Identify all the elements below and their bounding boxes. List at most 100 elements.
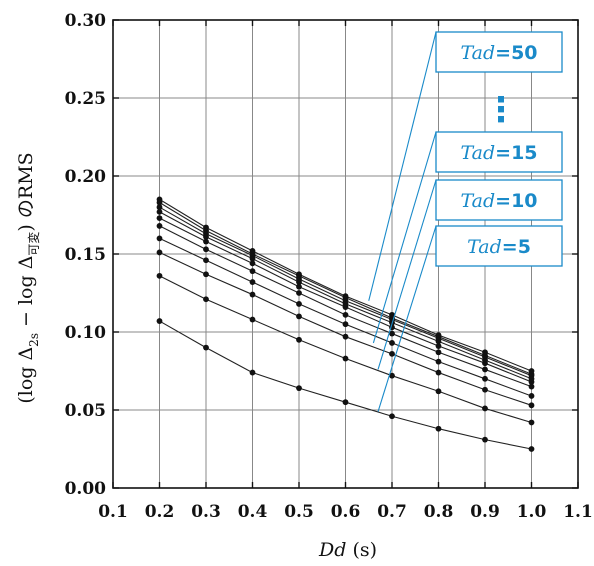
annotation-box — [435, 131, 563, 173]
annotation-label: Tad=15 — [460, 142, 537, 164]
grid-lines — [113, 20, 578, 488]
data-point — [528, 393, 535, 399]
x-tick-label: 0.6 — [331, 502, 361, 522]
x-tick-label: 0.7 — [377, 502, 407, 522]
x-tick-label: 0.4 — [238, 502, 268, 522]
data-point — [203, 296, 209, 303]
data-point — [203, 257, 209, 264]
data-point — [482, 349, 488, 356]
data-point — [296, 313, 302, 320]
annotation-leader-line — [368, 31, 437, 301]
data-point — [342, 293, 349, 300]
data-point — [528, 402, 535, 409]
data-point — [528, 446, 535, 452]
data-point — [482, 386, 488, 393]
data-point — [203, 224, 209, 231]
data-point — [528, 383, 535, 390]
annotation-box — [435, 179, 563, 221]
x-tick-label: 0.9 — [470, 502, 500, 522]
annotation-leader-line — [377, 179, 437, 370]
data-point — [156, 208, 163, 215]
data-point — [156, 235, 163, 242]
data-point — [156, 318, 163, 324]
data-point — [389, 350, 395, 357]
data-point — [389, 413, 395, 420]
annotation-label: Tad=5 — [467, 236, 531, 258]
annotation-leader-line — [377, 225, 437, 412]
data-point — [482, 375, 488, 382]
tad-annotations: Tad=50 Tad=15 Tad=10 Tad=5 — [368, 31, 563, 412]
data-point — [435, 343, 442, 349]
y-tick-label: 0.15 — [65, 245, 106, 265]
data-point — [435, 358, 442, 365]
annotation-label: Tad=50 — [460, 42, 537, 64]
data-point — [296, 336, 302, 343]
data-point — [249, 369, 256, 376]
data-point — [435, 369, 442, 376]
axis-ticks — [112, 19, 579, 489]
data-point — [249, 268, 256, 275]
data-point — [342, 321, 349, 328]
data-point — [389, 311, 395, 318]
data-point — [296, 301, 302, 307]
data-point — [435, 349, 442, 356]
data-point — [249, 247, 256, 254]
data-point — [156, 272, 163, 279]
y-tick-label: 0.20 — [65, 167, 107, 187]
data-point — [528, 368, 535, 374]
data-point — [203, 344, 209, 351]
x-tick-label: 0.3 — [191, 502, 221, 522]
data-point — [249, 279, 256, 285]
y-tick-label: 0.00 — [65, 479, 107, 499]
data-point — [435, 425, 442, 432]
data-point — [156, 196, 163, 203]
data-point — [528, 419, 535, 426]
data-point — [435, 332, 442, 339]
annotation-leader-line — [372, 131, 437, 344]
data-point — [482, 405, 488, 412]
data-point — [156, 249, 163, 256]
data-point — [482, 366, 488, 373]
data-point — [203, 271, 209, 278]
data-point — [389, 340, 395, 346]
data-point — [389, 330, 395, 337]
data-point — [435, 388, 442, 395]
annotation-box — [435, 31, 563, 73]
data-point — [203, 246, 209, 253]
y-tick-label: 0.30 — [65, 11, 107, 31]
x-tick-label: 0.2 — [145, 502, 175, 522]
data-point — [482, 436, 488, 443]
x-tick-label: 0.1 — [98, 502, 128, 522]
x-tick-label: 0.8 — [424, 502, 454, 522]
x-tick-label: 0.5 — [284, 502, 314, 522]
data-point — [156, 223, 163, 229]
y-tick-label: 0.10 — [65, 323, 107, 343]
data-point — [249, 316, 256, 323]
data-point — [296, 283, 302, 290]
data-point — [296, 385, 302, 392]
y-axis-label: (log Δ2s − log Δ可変) のRMS — [15, 152, 41, 403]
data-point — [296, 290, 302, 296]
annotation-label: Tad=10 — [460, 190, 537, 212]
data-point — [342, 355, 349, 362]
data-point — [342, 333, 349, 340]
data-point — [249, 291, 256, 298]
x-tick-label: 1.1 — [563, 502, 593, 522]
x-tick-labels: 0.1 0.2 0.3 0.4 0.5 0.6 0.7 0.8 0.9 1.0 1.1 — [98, 502, 593, 522]
y-tick-labels: 0.00 0.05 0.10 0.15 0.20 0.25 0.30 — [65, 11, 107, 499]
series-points — [156, 196, 535, 452]
data-point — [342, 311, 349, 318]
data-point — [203, 238, 209, 245]
x-tick-label: 1.0 — [517, 502, 547, 522]
y-tick-label: 0.25 — [65, 89, 106, 109]
data-point — [156, 215, 163, 222]
annotation-box — [435, 225, 563, 267]
ellipsis-marker: ⋮ — [484, 90, 518, 130]
data-point — [156, 204, 163, 211]
data-point — [296, 271, 302, 278]
data-point — [389, 372, 395, 379]
y-tick-label: 0.05 — [65, 401, 106, 421]
data-point — [342, 399, 349, 406]
data-point — [249, 260, 256, 267]
